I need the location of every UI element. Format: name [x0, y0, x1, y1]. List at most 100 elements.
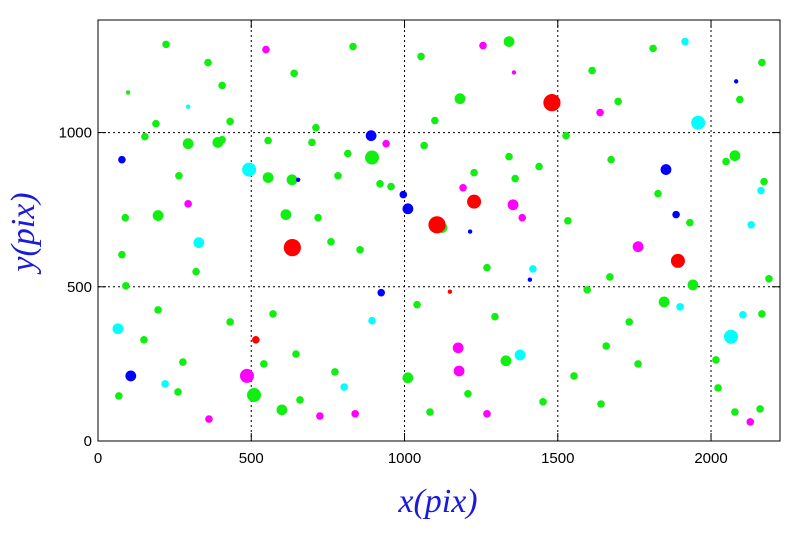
point — [676, 303, 684, 311]
point — [125, 90, 131, 95]
point — [658, 296, 670, 308]
point — [500, 355, 512, 367]
point — [141, 132, 149, 141]
point — [262, 45, 270, 54]
point — [179, 358, 187, 366]
x-tick-label: 1000 — [388, 450, 421, 467]
point — [331, 368, 339, 376]
point — [729, 150, 741, 162]
point — [382, 139, 390, 148]
point — [491, 312, 499, 321]
point — [121, 213, 130, 222]
point — [758, 310, 766, 318]
point — [154, 306, 162, 314]
point — [125, 370, 137, 382]
point — [511, 70, 517, 75]
point — [505, 152, 513, 161]
point — [760, 177, 768, 186]
point — [467, 194, 482, 209]
point — [597, 400, 605, 408]
point — [483, 410, 491, 418]
y-axis-title: y(pix) — [5, 192, 42, 274]
point — [723, 329, 738, 344]
point — [377, 288, 386, 297]
point — [226, 318, 234, 326]
point — [452, 342, 464, 354]
point — [654, 189, 662, 198]
point — [252, 336, 260, 344]
point — [765, 274, 773, 283]
point — [174, 388, 182, 396]
point — [686, 218, 694, 227]
point — [118, 155, 126, 164]
point — [276, 404, 288, 416]
point — [426, 408, 434, 416]
point — [365, 150, 380, 165]
point — [588, 66, 596, 75]
point — [529, 265, 537, 273]
point — [152, 119, 160, 128]
point — [204, 58, 212, 67]
point — [239, 368, 254, 383]
point — [296, 396, 304, 404]
point — [722, 157, 730, 166]
point — [402, 372, 414, 384]
point — [112, 323, 124, 335]
point — [514, 349, 526, 361]
point — [583, 286, 592, 294]
point — [226, 117, 234, 126]
point — [312, 123, 320, 132]
point — [349, 42, 357, 51]
point — [625, 318, 633, 326]
point — [758, 58, 766, 67]
point — [260, 360, 268, 368]
point — [539, 398, 547, 406]
point — [511, 174, 519, 183]
point — [670, 253, 685, 268]
point — [459, 183, 467, 192]
point — [431, 116, 439, 125]
point — [340, 383, 348, 391]
point — [447, 289, 453, 294]
point — [464, 390, 472, 398]
point — [681, 37, 689, 46]
point — [747, 220, 755, 229]
point — [649, 44, 657, 53]
point — [634, 360, 642, 368]
point — [314, 213, 322, 222]
point — [602, 342, 611, 350]
point — [428, 216, 446, 234]
point — [535, 162, 543, 171]
point — [295, 177, 301, 182]
point — [614, 97, 622, 106]
point — [351, 410, 359, 418]
y-tick-label: 1000 — [59, 125, 92, 142]
point — [193, 237, 205, 249]
point — [247, 388, 262, 403]
point — [308, 138, 316, 147]
point — [184, 200, 192, 208]
x-axis-title: x(pix) — [397, 483, 477, 520]
point — [413, 300, 421, 309]
point — [606, 273, 614, 281]
point — [205, 415, 213, 423]
point — [387, 182, 395, 191]
point — [687, 279, 699, 291]
point — [691, 115, 706, 130]
point — [286, 174, 298, 186]
point — [467, 229, 473, 234]
point — [714, 384, 722, 392]
point — [454, 93, 466, 105]
point — [660, 164, 672, 175]
point — [182, 138, 194, 150]
point — [483, 263, 491, 272]
point — [746, 418, 755, 426]
point — [570, 372, 578, 380]
point — [115, 392, 123, 400]
point — [507, 199, 519, 211]
y-tick-label: 500 — [67, 279, 92, 296]
point — [562, 131, 570, 140]
point — [417, 52, 425, 61]
point — [607, 155, 615, 164]
point — [264, 136, 272, 145]
